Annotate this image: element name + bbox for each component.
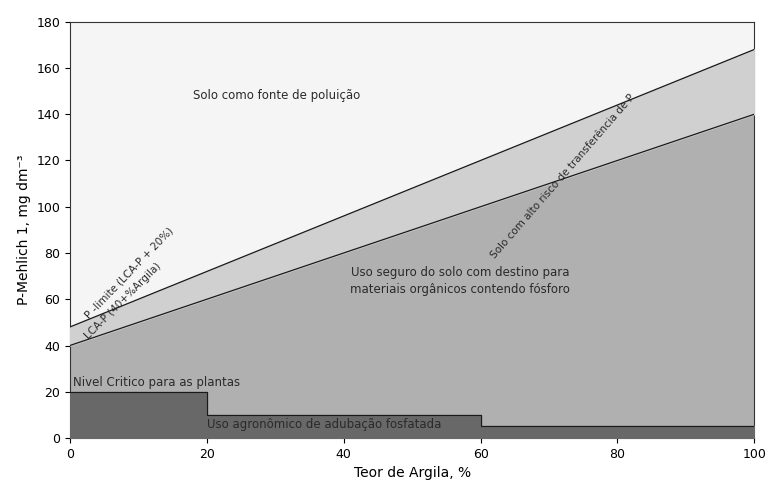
Text: Solo com alto risco de transferência de P: Solo com alto risco de transferência de … xyxy=(489,92,637,260)
X-axis label: Teor de Argila, %: Teor de Argila, % xyxy=(354,466,471,480)
Text: Solo como fonte de poluição: Solo como fonte de poluição xyxy=(193,89,360,102)
Text: Uso agronômico de adubação fosfatada: Uso agronômico de adubação fosfatada xyxy=(207,418,441,431)
Y-axis label: P-Mehlich 1, mg dm⁻³: P-Mehlich 1, mg dm⁻³ xyxy=(16,155,31,305)
Text: Uso seguro do solo com destino para
materiais orgânicos contendo fósforo: Uso seguro do solo com destino para mate… xyxy=(350,266,570,296)
Text: LCA-P (40+%Argila): LCA-P (40+%Argila) xyxy=(83,261,164,341)
Text: P -limite (LCA-P + 20%): P -limite (LCA-P + 20%) xyxy=(83,225,175,320)
Text: Nivel Critico para as plantas: Nivel Critico para as plantas xyxy=(74,376,240,390)
